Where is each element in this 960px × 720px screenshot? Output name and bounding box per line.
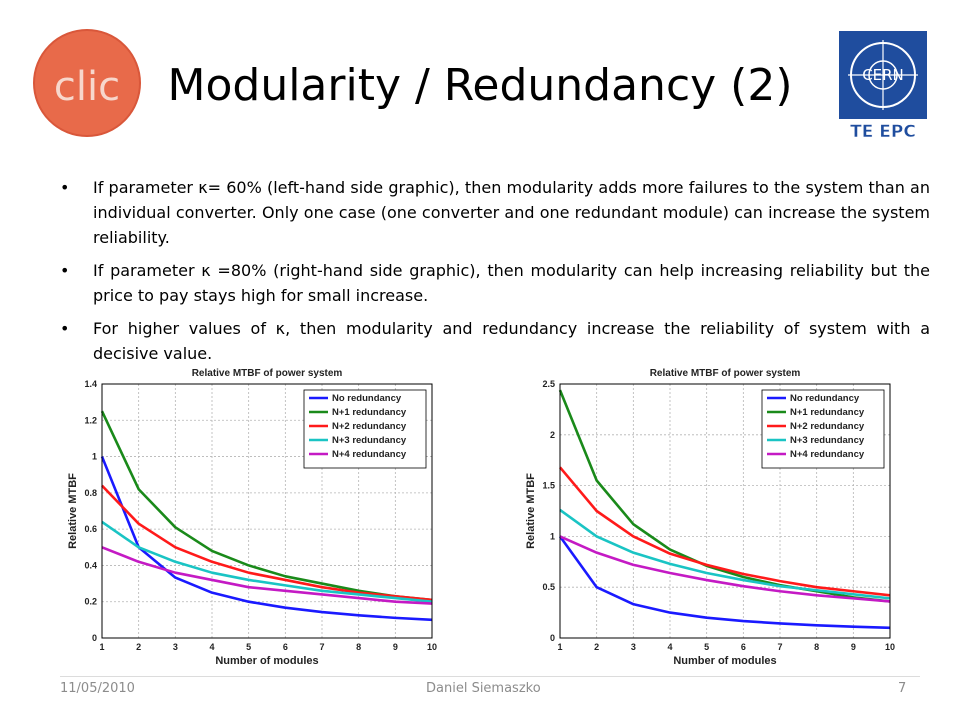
- series-line-0: [558, 535, 891, 630]
- legend-box: [761, 389, 885, 469]
- x-tick-label: 2: [594, 642, 599, 652]
- legend-label: N+3 redundancy: [332, 435, 407, 446]
- y-tick-label: 2.5: [542, 379, 555, 389]
- y-tick-label: 1.2: [84, 415, 97, 425]
- x-tick-label: 1: [557, 642, 562, 652]
- legend-label: N+3 redundancy: [790, 435, 865, 446]
- x-tick-label: 10: [427, 642, 437, 652]
- x-tick-label: 8: [356, 642, 361, 652]
- bullet-symbol: •: [60, 319, 70, 338]
- y-axis-label: Relative MTBF: [67, 473, 79, 549]
- cern-logo: CERN TE EPC: [839, 31, 927, 142]
- legend-label: N+4 redundancy: [790, 449, 865, 460]
- chart-left: 1 2 3 4 5 6 7 8 9 10 0 0.2 0.4 0.6 0.8 1 1.2 1.4 Relative …: [67, 368, 437, 667]
- x-axis-label: Number of modules: [215, 655, 318, 667]
- x-tick-label: 1: [99, 642, 104, 652]
- series-line-4: [101, 546, 433, 605]
- series-line-1: [558, 389, 891, 603]
- chart-title: Relative MTBF of power system: [650, 368, 801, 379]
- y-tick-label: 0.2: [84, 597, 97, 607]
- x-tick-label: 3: [631, 642, 636, 652]
- legend-label: N+1 redundancy: [332, 407, 407, 418]
- y-tick-label: 1.5: [542, 481, 555, 491]
- series-line-0: [100, 456, 433, 622]
- y-tick-label: 0.5: [542, 582, 555, 592]
- bullet-text: If parameter κ =80% (right-hand side gra…: [93, 261, 930, 305]
- cern-logo-subtext: TE EPC: [850, 122, 916, 142]
- plot-frame: [101, 383, 433, 639]
- chart-right: 1 2 3 4 5 6 7 8 9 10 0 0.5 1 1.5 2 2.5 Relative MTBF of …: [525, 368, 895, 667]
- legend-label: N+2 redundancy: [790, 421, 865, 432]
- x-tick-label: 10: [885, 642, 895, 652]
- y-tick-label: 0.4: [84, 560, 97, 570]
- bullet-text: If parameter κ= 60% (left-hand side grap…: [93, 178, 930, 247]
- series-line-2: [559, 466, 891, 597]
- series-line-3: [101, 520, 433, 604]
- x-tick-label: 6: [741, 642, 746, 652]
- y-tick-label: 0: [550, 633, 555, 643]
- clic-logo: clic: [33, 29, 141, 137]
- footer-divider: [60, 676, 920, 677]
- legend-label: N+2 redundancy: [332, 421, 407, 432]
- y-tick-label: 0.8: [84, 488, 97, 498]
- x-tick-label: 5: [246, 642, 251, 652]
- legend-label: No redundancy: [332, 393, 402, 404]
- x-tick-label: 9: [851, 642, 856, 652]
- series-line-3: [559, 508, 891, 600]
- bullet-list: • If parameter κ= 60% (left-hand side gr…: [60, 175, 930, 374]
- footer-author: Daniel Siemaszko: [426, 681, 541, 696]
- legend-label: N+4 redundancy: [332, 449, 407, 460]
- x-tick-label: 9: [393, 642, 398, 652]
- cern-logo-text: CERN: [862, 66, 904, 84]
- slide-title: Modularity / Redundancy (2): [167, 60, 793, 111]
- bullet-text: For higher values of κ, then modularity …: [93, 319, 930, 363]
- x-tick-label: 4: [667, 642, 672, 652]
- legend-label: N+1 redundancy: [790, 407, 865, 418]
- plot-frame: [559, 383, 891, 639]
- x-tick-label: 4: [209, 642, 214, 652]
- footer-page-number: 7: [898, 681, 907, 696]
- series-line-2: [101, 484, 433, 602]
- x-tick-label: 5: [704, 642, 709, 652]
- y-tick-label: 0.6: [84, 524, 97, 534]
- y-tick-label: 0: [92, 633, 97, 643]
- x-tick-label: 7: [319, 642, 324, 652]
- y-tick-label: 2: [550, 430, 555, 440]
- x-tick-label: 6: [283, 642, 288, 652]
- x-tick-label: 2: [136, 642, 141, 652]
- bullet-item: • For higher values of κ, then modularit…: [60, 316, 930, 366]
- footer-date: 11/05/2010: [60, 681, 135, 696]
- bullet-item: • If parameter κ= 60% (left-hand side gr…: [60, 175, 930, 250]
- y-axis-label: Relative MTBF: [525, 473, 537, 549]
- legend-label: No redundancy: [790, 393, 860, 404]
- y-tick-label: 1: [550, 531, 555, 541]
- x-tick-label: 7: [777, 642, 782, 652]
- y-tick-label: 1: [92, 452, 97, 462]
- x-tick-label: 3: [173, 642, 178, 652]
- clic-logo-text: clic: [54, 64, 120, 110]
- x-axis-label: Number of modules: [673, 655, 776, 667]
- x-tick-label: 8: [814, 642, 819, 652]
- bullet-symbol: •: [60, 261, 70, 280]
- bullet-item: • If parameter κ =80% (right-hand side g…: [60, 258, 930, 308]
- bullet-symbol: •: [60, 178, 70, 197]
- series-line-4: [559, 535, 891, 603]
- y-tick-label: 1.4: [84, 379, 97, 389]
- chart-title: Relative MTBF of power system: [192, 368, 343, 379]
